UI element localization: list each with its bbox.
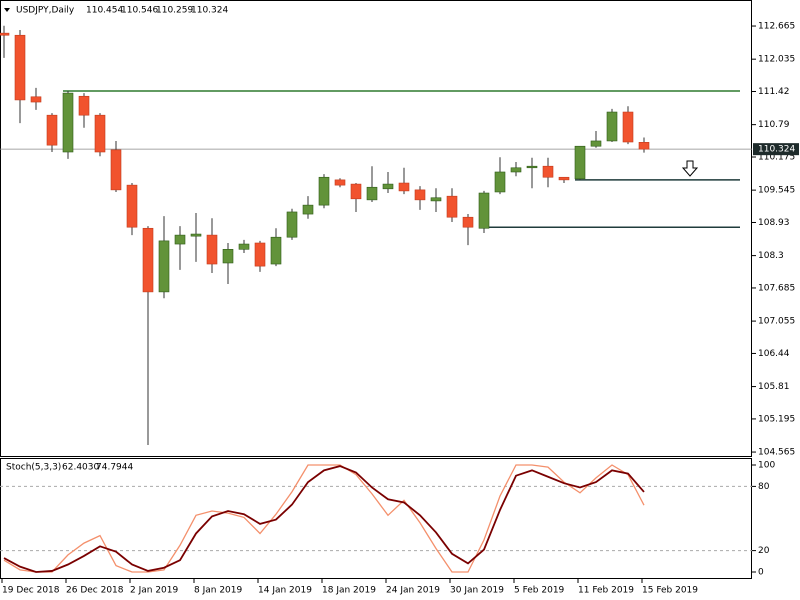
y-tick-label: 111.42 (758, 87, 790, 97)
y-tick-label: 0 (758, 568, 764, 578)
candle-body (142, 227, 154, 293)
candle-body (334, 179, 346, 186)
candle-body (318, 176, 330, 206)
x-tick-label: 18 Jan 2019 (322, 586, 376, 596)
y-tick-label: 110.79 (758, 120, 790, 130)
menu-triangle (4, 8, 10, 12)
candle-body (590, 140, 602, 147)
y-tick-label: 108.93 (758, 218, 790, 228)
x-tick-label: 14 Jan 2019 (258, 586, 312, 596)
y-tick-label: 109.545 (758, 186, 795, 196)
candle-body (622, 111, 634, 143)
candle-body (254, 242, 266, 267)
x-tick-label: 24 Jan 2019 (386, 586, 440, 596)
y-tick-label: 107.685 (758, 283, 795, 293)
candle-body (350, 183, 362, 200)
x-tick-label: 26 Dec 2018 (66, 586, 124, 596)
stoch-line (3, 465, 645, 573)
candle-body (14, 34, 26, 101)
y-tick-label: 112.665 (758, 22, 795, 32)
candle-body (0, 32, 10, 36)
candle-body (382, 183, 394, 190)
candle-body (430, 197, 442, 202)
candle-body (190, 233, 202, 237)
price-box (753, 143, 799, 156)
candle-body (46, 114, 58, 146)
candle-body (526, 165, 538, 169)
candle-body (270, 236, 282, 265)
x-tick-label: 30 Jan 2019 (450, 586, 504, 596)
candle-body (510, 167, 522, 173)
y-tick-label: 104.565 (758, 448, 795, 458)
header-close: 110.324 (191, 6, 228, 16)
candle-body (158, 240, 170, 293)
candle-body (574, 145, 586, 180)
y-tick-label: 107.055 (758, 317, 795, 327)
candle-body (110, 149, 122, 191)
candle-body (638, 142, 650, 150)
y-tick-label: 80 (758, 482, 770, 492)
stoch-d-readout: 74.7944 (96, 463, 133, 473)
candle-body (78, 95, 90, 116)
candle-body (286, 211, 298, 238)
y-tick-label: 106.44 (758, 349, 790, 359)
x-tick-label: 19 Dec 2018 (2, 586, 60, 596)
stoch-title: Stoch(5,3,3) (6, 463, 61, 473)
down-arrow-icon (681, 160, 699, 177)
candle-body (414, 189, 426, 201)
candle-body (30, 96, 42, 103)
candle-body (238, 243, 250, 250)
y-tick-label: 112.035 (758, 55, 795, 65)
candle-body (94, 114, 106, 153)
candle-body (462, 216, 474, 228)
candle-body (446, 195, 458, 218)
y-tick-label: 105.195 (758, 414, 795, 424)
header-low: 110.259 (156, 6, 193, 16)
candle-body (126, 184, 138, 228)
candle-body (206, 234, 218, 265)
candle-body (542, 165, 554, 178)
y-tick-label: 20 (758, 546, 770, 556)
candle-body (222, 249, 234, 264)
y-tick-label: 110.175 (758, 152, 795, 162)
stoch-k-readout: 62.4030 (62, 463, 99, 473)
y-tick-label: 105.81 (758, 382, 790, 392)
candle-body (558, 176, 570, 181)
candle-body (62, 92, 74, 153)
header-high: 110.546 (121, 6, 158, 16)
x-tick-label: 8 Jan 2019 (194, 586, 242, 596)
y-tick-label: 100 (758, 461, 775, 471)
candle-body (174, 234, 186, 245)
x-tick-label: 5 Feb 2019 (514, 586, 565, 596)
stoch-panel (0, 458, 752, 579)
x-tick-label: 2 Jan 2019 (130, 586, 178, 596)
x-tick-label: 11 Feb 2019 (578, 586, 634, 596)
stoch-line (3, 464, 645, 573)
candle-body (606, 111, 618, 142)
candle-body (478, 192, 490, 229)
candle-body (494, 171, 506, 193)
x-tick-label: 15 Feb 2019 (642, 586, 698, 596)
main-panel (0, 0, 752, 457)
chart-title: USDJPY,Daily (16, 6, 75, 16)
candle-body (398, 182, 410, 192)
y-tick-label: 108.3 (758, 251, 784, 261)
price-box-label: 110.324 (758, 145, 795, 155)
header-open: 110.454 (86, 6, 123, 16)
candle-body (366, 186, 378, 201)
candle-body (302, 204, 314, 215)
